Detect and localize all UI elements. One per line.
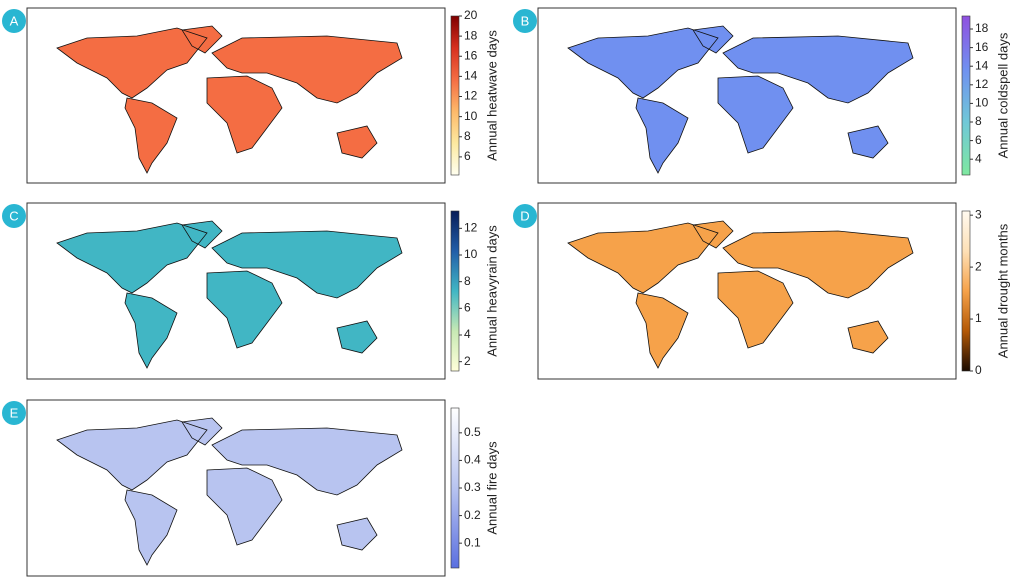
land: [567, 25, 914, 174]
colorbar-tick-label: 0.3: [464, 480, 481, 494]
panel-letter: C: [9, 208, 18, 223]
colorbar: [961, 210, 971, 372]
colorbar-tick-label: 8: [464, 274, 471, 288]
land: [56, 417, 403, 566]
colorbar-tick-label: 3: [975, 207, 982, 221]
colorbar-tick-label: 6: [464, 301, 471, 315]
panel-letter: B: [521, 13, 530, 28]
colorbar-tick-label: 0.4: [464, 453, 481, 467]
colorbar-tick-label: 16: [975, 40, 989, 54]
colorbar-label: Annual heatwave days: [484, 30, 499, 161]
colorbar-tick-label: 10: [464, 247, 478, 261]
colorbar-tick-label: 8: [464, 129, 471, 143]
colorbar-label: Annual heavyrain days: [484, 225, 499, 357]
colorbar: [961, 15, 971, 176]
colorbar: [450, 210, 460, 372]
panel-letter: E: [10, 405, 19, 420]
colorbar-tick-label: 2: [975, 259, 982, 273]
colorbar-tick-label: 0: [975, 363, 982, 377]
colorbar-tick-label: 10: [464, 109, 478, 123]
colorbar-tick-label: 0.1: [464, 535, 481, 549]
colorbar-tick-label: 4: [464, 327, 471, 341]
land: [567, 220, 914, 369]
colorbar-tick-label: 14: [975, 58, 989, 72]
land: [56, 25, 403, 174]
colorbar-tick-label: 6: [975, 133, 982, 147]
colorbar-tick-label: 14: [464, 69, 478, 83]
panel-badge: [2, 401, 26, 425]
colorbar-tick-label: 6: [464, 149, 471, 163]
colorbar-tick-label: 18: [975, 21, 989, 35]
colorbar-tick-label: 20: [464, 8, 478, 22]
colorbar-tick-label: 10: [975, 96, 989, 110]
colorbar-tick-label: 12: [464, 221, 478, 235]
panel-letter: D: [520, 208, 529, 223]
colorbar-tick-label: 12: [464, 89, 478, 103]
panel-letter: A: [10, 13, 19, 28]
colorbar-tick-label: 18: [464, 28, 478, 42]
colorbar-tick-label: 0.5: [464, 425, 481, 439]
panel-badge: [513, 9, 537, 33]
colorbar-tick-label: 0.2: [464, 508, 481, 522]
colorbar-tick-label: 16: [464, 48, 478, 62]
colorbar-label: Annual coldspell days: [995, 32, 1010, 158]
colorbar: [450, 15, 460, 176]
colorbar-tick-label: 4: [975, 151, 982, 165]
colorbar-label: Annual fire days: [484, 441, 499, 535]
land: [56, 220, 403, 369]
colorbar-tick-label: 8: [975, 114, 982, 128]
panel-badge: [2, 204, 26, 228]
colorbar: [450, 407, 460, 569]
colorbar-tick-label: 2: [464, 354, 471, 368]
colorbar-tick-label: 12: [975, 77, 989, 91]
panel-badge: [513, 204, 537, 228]
panel-badge: [2, 9, 26, 33]
colorbar-label: Annual drought months: [995, 223, 1010, 358]
colorbar-tick-label: 1: [975, 311, 982, 325]
